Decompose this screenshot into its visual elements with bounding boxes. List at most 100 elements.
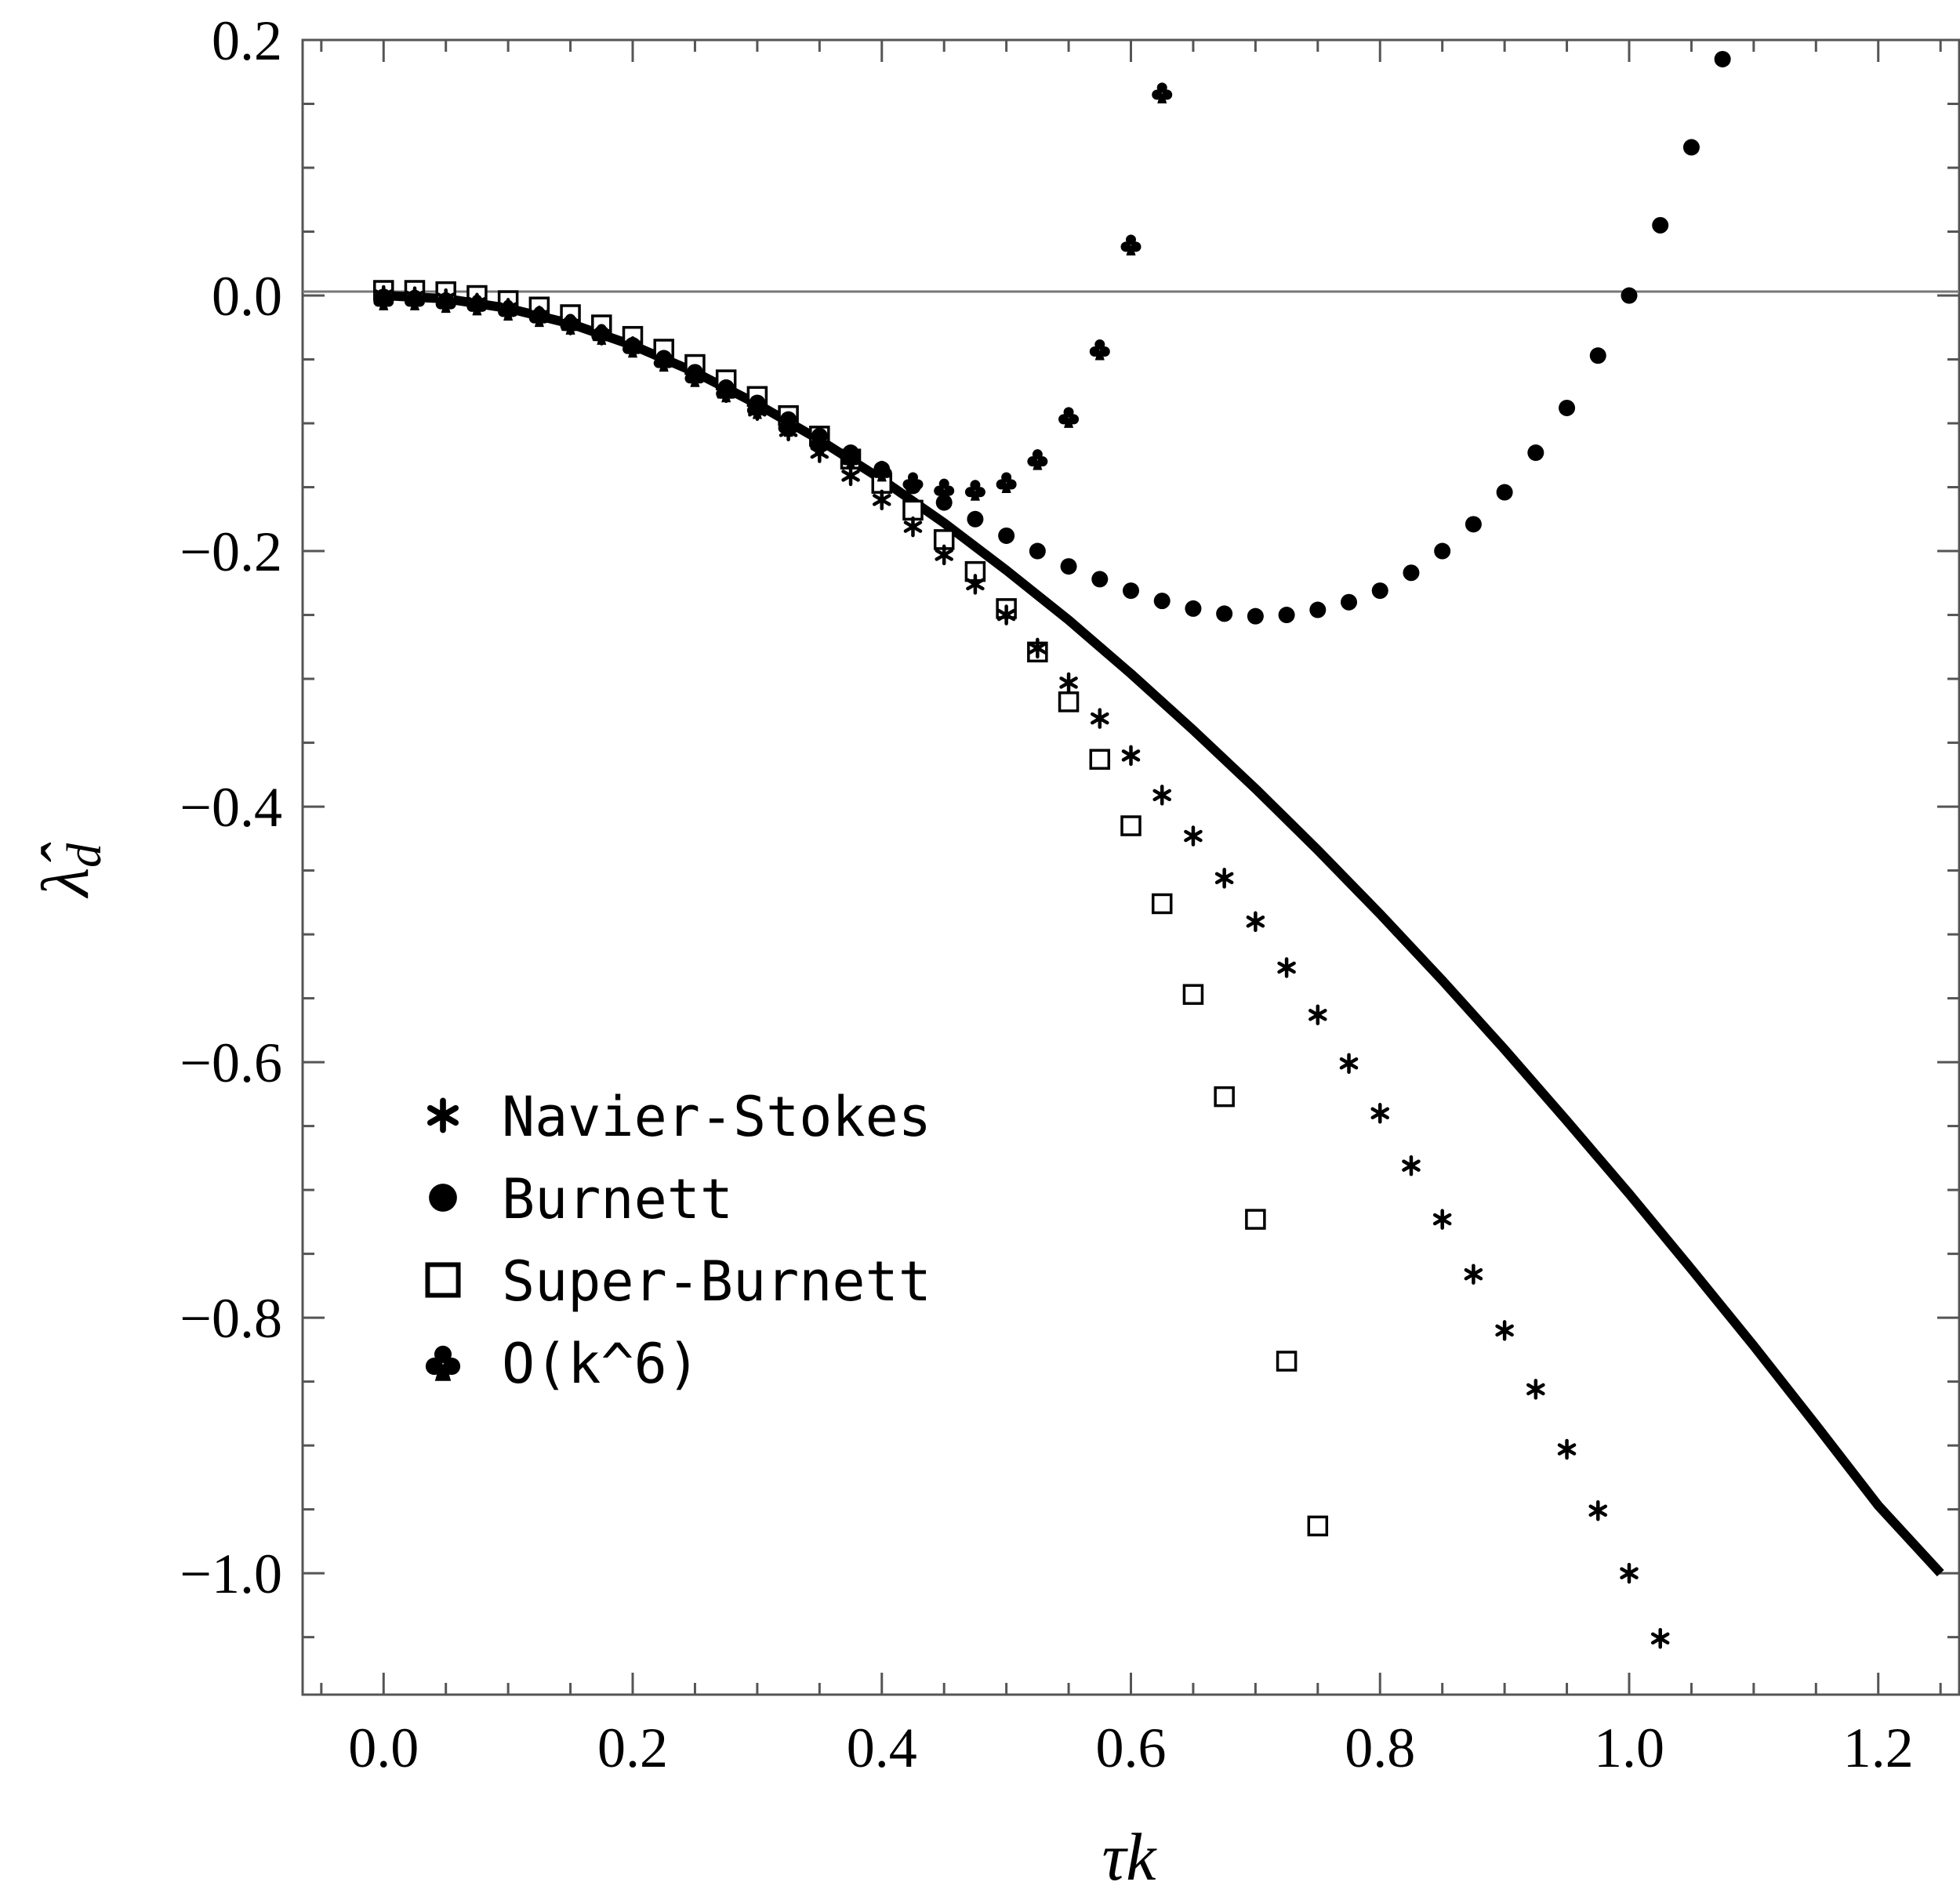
y-axis-title-subscript: d <box>58 843 111 868</box>
asterisk-point <box>966 574 985 595</box>
asterisk-point <box>841 465 860 487</box>
asterisk-point <box>996 604 1016 625</box>
asterisk-point <box>1495 1320 1514 1341</box>
club-point <box>964 480 985 501</box>
y-tick-label: 0.0 <box>212 265 282 328</box>
club-point <box>1089 339 1110 361</box>
curve-line <box>383 291 1944 1577</box>
legend-label: O(k^6) <box>502 1332 700 1396</box>
disk-point <box>1496 484 1513 501</box>
asterisk-point <box>903 516 923 538</box>
club-point <box>498 299 519 321</box>
disk-point <box>1434 542 1451 560</box>
disk-point <box>1714 50 1731 67</box>
legend-marker-club <box>425 1345 461 1381</box>
asterisk-point <box>1214 868 1234 889</box>
series-layer <box>373 50 1944 1649</box>
disk-point <box>1247 607 1264 625</box>
asterisk-point <box>1028 637 1047 659</box>
disk-point <box>1527 444 1544 462</box>
legend: Navier-Stokes Burnett Super-Burnett O(k^6) <box>425 1085 931 1396</box>
asterisk-point <box>1464 1264 1483 1285</box>
y-axis-title-group: λ̂d <box>27 842 111 899</box>
y-tick-label: −0.6 <box>180 1032 282 1094</box>
club-point <box>560 314 581 335</box>
asterisk-point <box>1650 1628 1670 1649</box>
x-tick-label: 1.2 <box>1843 1717 1914 1779</box>
disk-point <box>1091 571 1109 588</box>
y-tick-label: −0.4 <box>180 776 282 839</box>
open-square-point <box>1276 1351 1298 1372</box>
club-point <box>528 306 550 328</box>
asterisk-point <box>872 489 891 511</box>
y-tick-label: −1.0 <box>180 1543 282 1605</box>
club-point <box>591 324 612 345</box>
asterisk-point <box>1620 1562 1639 1584</box>
disk-point <box>1341 593 1358 611</box>
disk-point <box>998 527 1015 544</box>
legend-label: Navier-Stokes <box>502 1085 931 1149</box>
y-tick-label: −0.2 <box>180 520 282 583</box>
series-o-k-6- <box>373 82 1173 501</box>
club-point <box>373 289 394 310</box>
disk-point <box>1621 287 1638 304</box>
club-point <box>684 366 706 387</box>
plot-frame <box>301 38 1960 1696</box>
disk-point <box>1153 593 1171 610</box>
club-point <box>746 397 768 419</box>
asterisk-point <box>1308 1004 1327 1026</box>
club-point <box>1120 234 1142 256</box>
disk-point <box>967 510 984 528</box>
legend-marker-open-square <box>425 1262 461 1298</box>
axis-ticks: 0.0 0.2 0.4 0.6 0.8 1.0 1.2 0.2 0.0 −0.2 −0.4 −0.6 −… <box>180 9 1959 1779</box>
club-point <box>1058 407 1080 428</box>
club-point <box>934 478 955 500</box>
open-square-point <box>1058 691 1080 712</box>
club-point <box>404 289 425 310</box>
disk-point <box>1589 347 1606 364</box>
disk-point <box>1559 399 1576 416</box>
club-point <box>653 350 674 372</box>
club-point <box>871 460 892 482</box>
asterisk-point <box>1588 1500 1608 1521</box>
club-point <box>466 294 488 316</box>
open-square-point <box>1120 815 1142 836</box>
asterisk-point <box>1432 1209 1452 1230</box>
disk-point <box>1185 600 1202 617</box>
disk-point <box>1060 558 1077 575</box>
disk-point <box>1123 582 1139 600</box>
disk-point <box>1652 216 1669 234</box>
asterisk-point <box>1184 825 1203 847</box>
open-square-point <box>1182 984 1204 1005</box>
asterisk-point <box>1246 911 1265 933</box>
open-square-point <box>1307 1515 1329 1537</box>
open-square-point <box>1214 1086 1235 1108</box>
x-tick-label: 1.0 <box>1594 1717 1664 1779</box>
asterisk-point <box>1557 1438 1577 1460</box>
open-square-point <box>1151 893 1173 915</box>
open-square-point <box>1245 1209 1266 1230</box>
x-tick-label: 0.0 <box>348 1717 419 1779</box>
disk-point <box>1682 139 1700 156</box>
club-point <box>716 381 737 403</box>
asterisk-point <box>1121 745 1141 767</box>
club-point <box>902 472 924 494</box>
disk-point <box>1465 516 1482 533</box>
x-tick-label: 0.2 <box>597 1717 668 1779</box>
disk-point <box>1309 601 1327 618</box>
legend-marker-asterisk <box>426 1097 459 1133</box>
club-point <box>809 432 830 454</box>
series-navier-stokes <box>374 285 1670 1649</box>
y-axis-title: λ̂d <box>27 842 111 899</box>
disk-point <box>1029 542 1046 560</box>
disk-point <box>1216 605 1233 622</box>
x-tick-label: 0.4 <box>847 1717 917 1779</box>
asterisk-point <box>935 544 953 566</box>
club-point <box>778 415 799 437</box>
club-point <box>1027 449 1048 470</box>
asterisk-point <box>1059 672 1078 694</box>
x-tick-label: 0.8 <box>1345 1717 1415 1779</box>
asterisk-point <box>1370 1103 1390 1124</box>
y-tick-label: −0.8 <box>180 1287 282 1350</box>
